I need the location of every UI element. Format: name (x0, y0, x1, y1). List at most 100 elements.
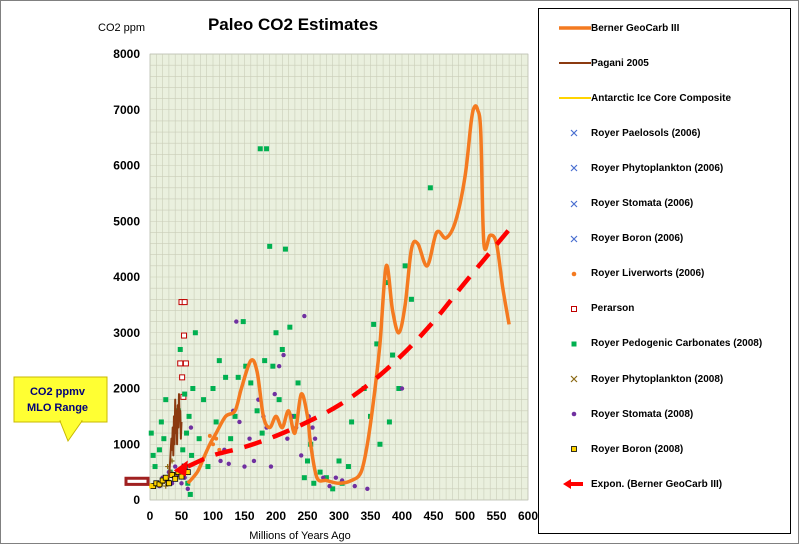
legend-label: Royer Liverworts (2006) (591, 268, 705, 280)
legend-swatch (570, 235, 578, 243)
data-point (365, 486, 370, 492)
data-point (148, 430, 154, 436)
data-point (182, 391, 188, 397)
series-line (186, 104, 511, 486)
trend-arrowhead (173, 460, 188, 477)
x-tick-label: 400 (392, 509, 412, 523)
data-point (374, 341, 380, 347)
data-point (158, 419, 164, 425)
y-tick-label: 2000 (113, 382, 140, 396)
y-tick-label: 3000 (113, 326, 140, 340)
legend-symbol (539, 370, 591, 388)
y-tick-label: 1000 (113, 437, 140, 451)
x-tick-label: 250 (297, 509, 317, 523)
legend-marker (571, 271, 577, 276)
data-point (349, 419, 355, 425)
legend-swatch (570, 200, 578, 207)
data-point (179, 374, 186, 381)
data-point (181, 332, 188, 339)
legend-symbol (539, 475, 591, 493)
mlo-range-marker (124, 476, 150, 486)
data-point (237, 419, 242, 425)
x-tick-label: 100 (203, 509, 223, 523)
data-point (267, 243, 273, 249)
data-point (302, 313, 307, 319)
data-point (248, 380, 254, 386)
data-point (330, 486, 336, 492)
data-point (216, 358, 222, 364)
legend-arrow (563, 479, 571, 490)
data-point (276, 364, 282, 369)
series-8 (177, 299, 189, 400)
data-point (310, 425, 315, 430)
data-point (311, 480, 317, 486)
chart-title: Paleo CO2 Estimates (208, 15, 378, 34)
data-point (217, 447, 222, 452)
series-13 (173, 228, 511, 477)
data-point (386, 419, 392, 425)
legend-item: Berner GeoCarb III (539, 19, 791, 37)
legend-label: Royer Boron (2006) (591, 233, 684, 245)
data-point (262, 358, 268, 364)
legend-symbol (539, 89, 595, 107)
legend-swatch (559, 26, 595, 30)
data-point (187, 491, 193, 497)
legend-item: Royer Liverworts (2006) (539, 265, 791, 283)
legend-item: Royer Boron (2006) (539, 230, 791, 248)
x-tick-label: 500 (455, 509, 475, 523)
legend-swatch (570, 164, 578, 172)
data-point (312, 436, 318, 441)
data-point (371, 321, 377, 327)
legend-item: Royer Boron (2008) (539, 440, 791, 458)
y-tick-label: 5000 (113, 214, 140, 228)
legend-item: Royer Stomata (2006) (539, 195, 791, 213)
y-tick-label: 0 (133, 493, 140, 507)
data-point (205, 464, 211, 470)
legend-item: Royer Pedogenic Carbonates (2008) (539, 335, 791, 353)
legend-label: Pagani 2005 (591, 57, 649, 69)
legend-marker (570, 164, 578, 172)
data-point (301, 475, 307, 481)
data-point (242, 464, 247, 469)
data-point (327, 483, 332, 489)
data-point (333, 475, 339, 480)
callout-line1: CO2 ppmv (29, 386, 85, 398)
data-point (287, 324, 293, 330)
legend-label: Royer Boron (2008) (591, 443, 684, 455)
data-point (279, 346, 285, 352)
data-point (152, 464, 158, 470)
legend-symbol (539, 440, 591, 458)
legend-label: Royer Stomata (2006) (591, 198, 694, 209)
data-point (165, 480, 172, 487)
data-point (352, 483, 357, 489)
mlo-callout (13, 376, 108, 423)
x-tick-label: 450 (423, 509, 443, 523)
data-point (172, 475, 179, 482)
data-point (408, 296, 414, 302)
y-tick-label: 8000 (113, 47, 140, 61)
data-point (156, 481, 163, 488)
data-point (156, 447, 162, 453)
data-point (402, 263, 408, 269)
series-7 (207, 433, 222, 452)
data-point (383, 280, 389, 286)
legend-swatch (563, 479, 583, 490)
legend-symbol (539, 195, 591, 213)
legend-symbol (539, 230, 591, 248)
data-point (257, 146, 263, 152)
callout-text: CO2 ppmv MLO Range (12, 384, 103, 416)
x-tick-label: 0 (147, 509, 154, 523)
data-point (270, 363, 276, 369)
grid-lines (149, 53, 529, 501)
legend-label: Expon. (Berner GeoCarb III) (591, 478, 723, 490)
data-point (264, 146, 270, 152)
legend-label: Royer Phytoplankton (2008) (591, 373, 724, 385)
legend-symbol (539, 335, 591, 353)
data-point (188, 425, 194, 430)
legend-item: Royer Paelosols (2006) (539, 124, 791, 142)
legend-swatch (571, 411, 577, 417)
callout-line2: MLO Range (26, 402, 89, 414)
data-point (317, 469, 323, 475)
series-0 (186, 104, 511, 486)
